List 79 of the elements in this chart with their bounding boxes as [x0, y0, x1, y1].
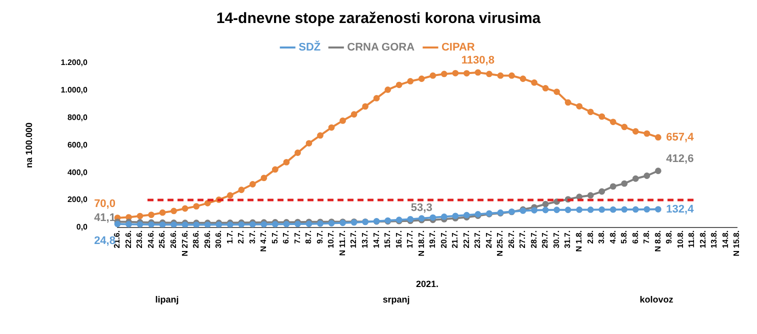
- x-tick-label: 14.7.: [372, 230, 381, 248]
- legend-label: CIPAR: [441, 42, 475, 54]
- x-tick-label: N 25.7.: [496, 230, 505, 256]
- y-tick-label: 200,0: [67, 195, 88, 204]
- data-label: 1130,8: [461, 54, 494, 67]
- x-tick-label: N 11.7.: [338, 230, 347, 256]
- x-tick-label: 6.7.: [282, 230, 291, 244]
- legend-label: SDŽ: [298, 40, 321, 54]
- x-tick-label: 2.8.: [586, 230, 595, 244]
- text: srpanj: [382, 294, 410, 304]
- y-axis-title: na 100.000: [24, 122, 34, 168]
- y-tick-label: 1.000,0: [60, 86, 88, 95]
- x-tick-label: 14.8.: [720, 230, 730, 248]
- x-tick-label: 21.7.: [450, 230, 460, 248]
- x-tick-label: N 4.7.: [259, 230, 268, 252]
- x-tick-label: N 8.8.: [653, 230, 662, 252]
- x-tick-label: 26.7.: [506, 230, 516, 248]
- x-tick-label: 24.6.: [146, 230, 156, 248]
- x-tick-label: 5.7.: [270, 230, 280, 244]
- x-tick-label: 16.7.: [394, 230, 404, 248]
- x-tick-label: 9.8.: [664, 230, 674, 244]
- x-tick-label: 20.7.: [439, 230, 448, 248]
- x-tick-label: 19.7.: [428, 230, 438, 248]
- data-label: 657,4: [666, 131, 695, 144]
- x-tick-label: 28.7.: [529, 230, 538, 248]
- y-tick-label: 600,0: [67, 140, 88, 150]
- data-label: 24,8: [94, 235, 116, 248]
- x-tick-label: 12.8.: [698, 230, 708, 248]
- x-tick-label: 28.6.: [192, 230, 201, 248]
- x-tick-label: 30.6.: [214, 230, 224, 248]
- data-label: 412,6: [666, 152, 694, 165]
- x-tick-label: 23.6.: [135, 230, 144, 248]
- text: lipanj: [155, 294, 179, 304]
- x-tick-label: 30.7.: [552, 230, 561, 248]
- x-tick-label: 6.8.: [630, 230, 640, 244]
- x-tick-label: 13.8.: [710, 230, 719, 248]
- x-tick-label: 25.6.: [158, 230, 167, 248]
- legend-label: CRNA GORA: [347, 42, 415, 54]
- x-tick-label: N 18.7.: [416, 230, 426, 256]
- y-tick-label: 400,0: [67, 168, 88, 177]
- data-label: 70,0: [94, 198, 116, 210]
- x-tick-label: N 27.6.: [180, 230, 190, 256]
- data-label: 41,1: [94, 212, 116, 224]
- y-tick-label: 1.200,0: [60, 58, 88, 68]
- x-tick-label: 11.8.: [687, 230, 696, 248]
- x-tick-label: 29.7.: [540, 230, 550, 248]
- y-tick-label: 800,0: [67, 113, 88, 122]
- x-tick-label: 22.6.: [124, 230, 133, 248]
- x-tick-label: 26.6.: [169, 230, 178, 248]
- x-tick-label: 5.8.: [620, 230, 629, 244]
- x-tick-label: 1.7.: [225, 230, 234, 244]
- x-tick-label: 17.7.: [406, 230, 415, 248]
- x-tick-label: 24.7.: [484, 230, 494, 248]
- x-tick-label: N 15.8.: [732, 230, 742, 256]
- x-tick-label: 10.8.: [676, 230, 685, 248]
- x-tick-label: 31.7.: [563, 230, 572, 248]
- x-tick-label: 9.7.: [315, 230, 324, 244]
- x-tick-label: 29.6.: [202, 230, 212, 248]
- x-tick-label: 3.8.: [597, 230, 606, 244]
- x-tick-label: 12.7.: [349, 230, 358, 248]
- x-tick-label: 7.8.: [642, 230, 652, 244]
- x-tick-label: 4.8.: [608, 230, 618, 244]
- x-tick-label: 7.7.: [292, 230, 302, 244]
- y-tick-label: 0,0: [76, 222, 88, 232]
- x-tick-label: 22.7.: [462, 230, 471, 248]
- x-tick-label: 27.7.: [518, 230, 528, 248]
- x-tick-label: 3.7.: [248, 230, 257, 244]
- chart-title: 14-dnevne stope zaraženosti korona virusima: [216, 10, 542, 28]
- x-axis-title: 2021.: [416, 279, 439, 290]
- x-tick-label: 8.7.: [304, 230, 314, 244]
- data-label: 53,3: [410, 202, 432, 214]
- x-tick-label: 10.7.: [326, 230, 336, 248]
- x-tick-label: N 1.8.: [574, 230, 584, 252]
- x-tick-label: 15.7.: [383, 230, 392, 248]
- x-tick-label: 2.7.: [236, 230, 246, 244]
- x-tick-label: 23.7.: [473, 230, 482, 248]
- x-tick-label: 13.7.: [360, 230, 370, 248]
- text: kolovoz: [640, 294, 674, 304]
- data-label: 132,4: [666, 203, 695, 216]
